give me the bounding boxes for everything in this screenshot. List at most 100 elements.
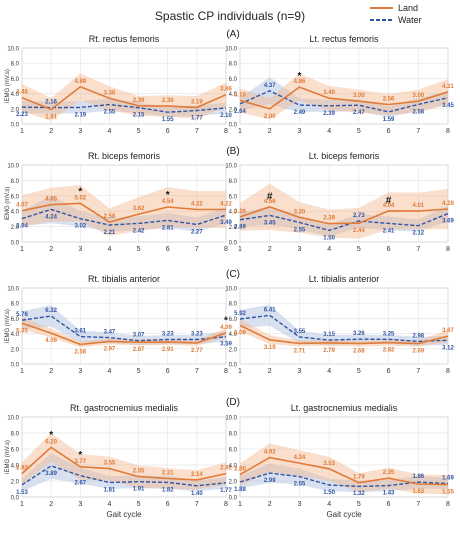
y-tick-label: 4.0 bbox=[229, 92, 238, 98]
land-value-label: 4.54 bbox=[162, 199, 174, 205]
y-tick-label: 0.0 bbox=[229, 123, 238, 129]
water-value-label: 1.88 bbox=[234, 487, 246, 493]
y-tick-label: 2.0 bbox=[229, 347, 238, 353]
x-tick-label: 8 bbox=[446, 128, 450, 135]
x-tick-label: 4 bbox=[327, 246, 331, 253]
water-value-label: 3.89 bbox=[45, 471, 57, 477]
land-value-label: 2.36 bbox=[162, 98, 174, 104]
land-value-label: 2.39 bbox=[323, 216, 335, 222]
x-tick-label: 7 bbox=[416, 246, 420, 253]
land-value-label: 3.00 bbox=[353, 93, 365, 99]
land-value-label: 4.56 bbox=[264, 199, 276, 205]
y-tick-label: 6.0 bbox=[229, 317, 238, 323]
y-tick-label: 4.0 bbox=[11, 464, 20, 470]
land-line bbox=[21, 322, 227, 346]
land-value-label: 4.28 bbox=[442, 201, 454, 207]
water-value-label: 2.67 bbox=[74, 481, 86, 487]
x-tick-label: 6 bbox=[387, 368, 391, 375]
land-value-label: 4.92 bbox=[264, 450, 276, 456]
land-value-label: 2.19 bbox=[191, 99, 203, 105]
land-value-label: 4.85 bbox=[45, 197, 57, 203]
x-axis-label: Gait cycle bbox=[326, 510, 362, 519]
water-value-label: 1.77 bbox=[191, 116, 203, 122]
water-value-label: 3.69 bbox=[442, 219, 454, 225]
x-tick-label: 8 bbox=[446, 501, 450, 508]
land-value-label: 3.26 bbox=[234, 209, 246, 215]
y-tick-label: 8.0 bbox=[229, 302, 238, 308]
land-value-label: 4.01 bbox=[412, 203, 424, 209]
y-tick-label: 2.0 bbox=[229, 107, 238, 113]
x-tick-label: 4 bbox=[107, 128, 111, 135]
x-tick-label: 6 bbox=[387, 246, 391, 253]
water-value-label: 2.15 bbox=[133, 113, 145, 119]
x-axis-label: Gait cycle bbox=[106, 510, 142, 519]
land-value-label: 4.22 bbox=[191, 202, 203, 208]
land-sd-band bbox=[240, 183, 448, 239]
panel-title: Rt. tibialis anterior bbox=[88, 274, 160, 284]
y-tick-label: 0.0 bbox=[11, 496, 20, 502]
x-tick-label: 1 bbox=[20, 501, 24, 508]
y-tick-label: 4.0 bbox=[229, 332, 238, 338]
water-value-label: 2.12 bbox=[412, 231, 424, 237]
x-tick-label: 6 bbox=[166, 368, 170, 375]
water-value-label: 3.23 bbox=[191, 331, 203, 337]
panel-letter: (B) bbox=[226, 146, 239, 157]
figure-title: Spastic CP individuals (n=9) bbox=[155, 9, 305, 23]
land-line bbox=[21, 446, 227, 481]
y-tick-label: 4.0 bbox=[11, 332, 20, 338]
x-tick-label: 8 bbox=[446, 368, 450, 375]
x-tick-label: 6 bbox=[387, 501, 391, 508]
panel-4: 0.0 2.0 4.0 6.0 8.0 10.0 1 2 3 4 5 6 7 8 Lt. biceps fe… bbox=[225, 151, 454, 253]
y-tick-label: 10.0 bbox=[7, 164, 19, 170]
y-tick-label: 10.0 bbox=[7, 287, 19, 293]
land-value-label: 3.10 bbox=[234, 92, 246, 98]
water-line bbox=[21, 465, 227, 487]
land-value-label: 4.89 bbox=[74, 79, 86, 85]
land-value-label: 3.86 bbox=[220, 87, 232, 93]
significance-marker: * bbox=[166, 190, 170, 201]
water-value-label: 3.45 bbox=[264, 220, 276, 226]
y-tick-label: 4.0 bbox=[11, 210, 20, 216]
x-tick-label: 4 bbox=[107, 501, 111, 508]
y-tick-label: 8.0 bbox=[11, 179, 20, 185]
water-value-label: 2.99 bbox=[264, 478, 276, 484]
panel-letter: (C) bbox=[226, 269, 240, 280]
significance-marker: # bbox=[386, 196, 392, 207]
y-tick-label: 10.0 bbox=[7, 416, 19, 422]
x-tick-label: 7 bbox=[195, 368, 199, 375]
x-tick-label: 7 bbox=[416, 368, 420, 375]
panel-2: 0.0 2.0 4.0 6.0 8.0 10.0 1 2 3 4 5 6 7 8 Lt. rectus fe… bbox=[225, 34, 454, 135]
x-tick-label: 2 bbox=[268, 246, 272, 253]
water-line bbox=[239, 314, 449, 343]
land-value-label: 2.56 bbox=[383, 97, 395, 103]
x-tick-label: 2 bbox=[268, 128, 272, 135]
land-value-label: 1.55 bbox=[442, 490, 454, 496]
y-tick-label: 6.0 bbox=[11, 448, 20, 454]
land-value-label: 2.31 bbox=[162, 471, 174, 477]
y-tick-label: 6.0 bbox=[229, 448, 238, 454]
land-value-label: 2.68 bbox=[353, 349, 365, 355]
water-value-label: 3.25 bbox=[383, 331, 395, 337]
panel-title: Lt. biceps femoris bbox=[309, 151, 380, 161]
land-value-label: 3.38 bbox=[104, 90, 116, 96]
water-sd-band bbox=[240, 77, 448, 118]
water-sd-band bbox=[22, 195, 226, 232]
land-value-label: 2.92 bbox=[220, 466, 232, 472]
land-value-label: 3.77 bbox=[74, 459, 86, 465]
x-tick-label: 1 bbox=[20, 246, 24, 253]
land-value-label: 2.58 bbox=[74, 349, 86, 355]
x-tick-label: 5 bbox=[137, 368, 141, 375]
land-value-label: 4.04 bbox=[383, 203, 395, 209]
land-sd-band bbox=[22, 73, 226, 121]
x-tick-label: 8 bbox=[224, 501, 228, 508]
water-value-label: 1.50 bbox=[323, 490, 335, 496]
legend-land-label: Land bbox=[398, 3, 418, 13]
water-value-label: 3.55 bbox=[294, 329, 306, 335]
panel-title: Lt. tibialis anterior bbox=[309, 274, 380, 284]
panel-8: 0.0 2.0 4.0 6.0 8.0 10.0 1 2 3 4 5 6 7 8 Lt. gastrocne… bbox=[225, 403, 454, 519]
panel-6: 0.0 2.0 4.0 6.0 8.0 10.0 1 2 3 4 5 6 7 8 Lt. tibialis … bbox=[225, 274, 454, 375]
land-value-label: 2.39 bbox=[133, 98, 145, 104]
x-tick-label: 5 bbox=[357, 368, 361, 375]
x-tick-label: 3 bbox=[297, 246, 301, 253]
